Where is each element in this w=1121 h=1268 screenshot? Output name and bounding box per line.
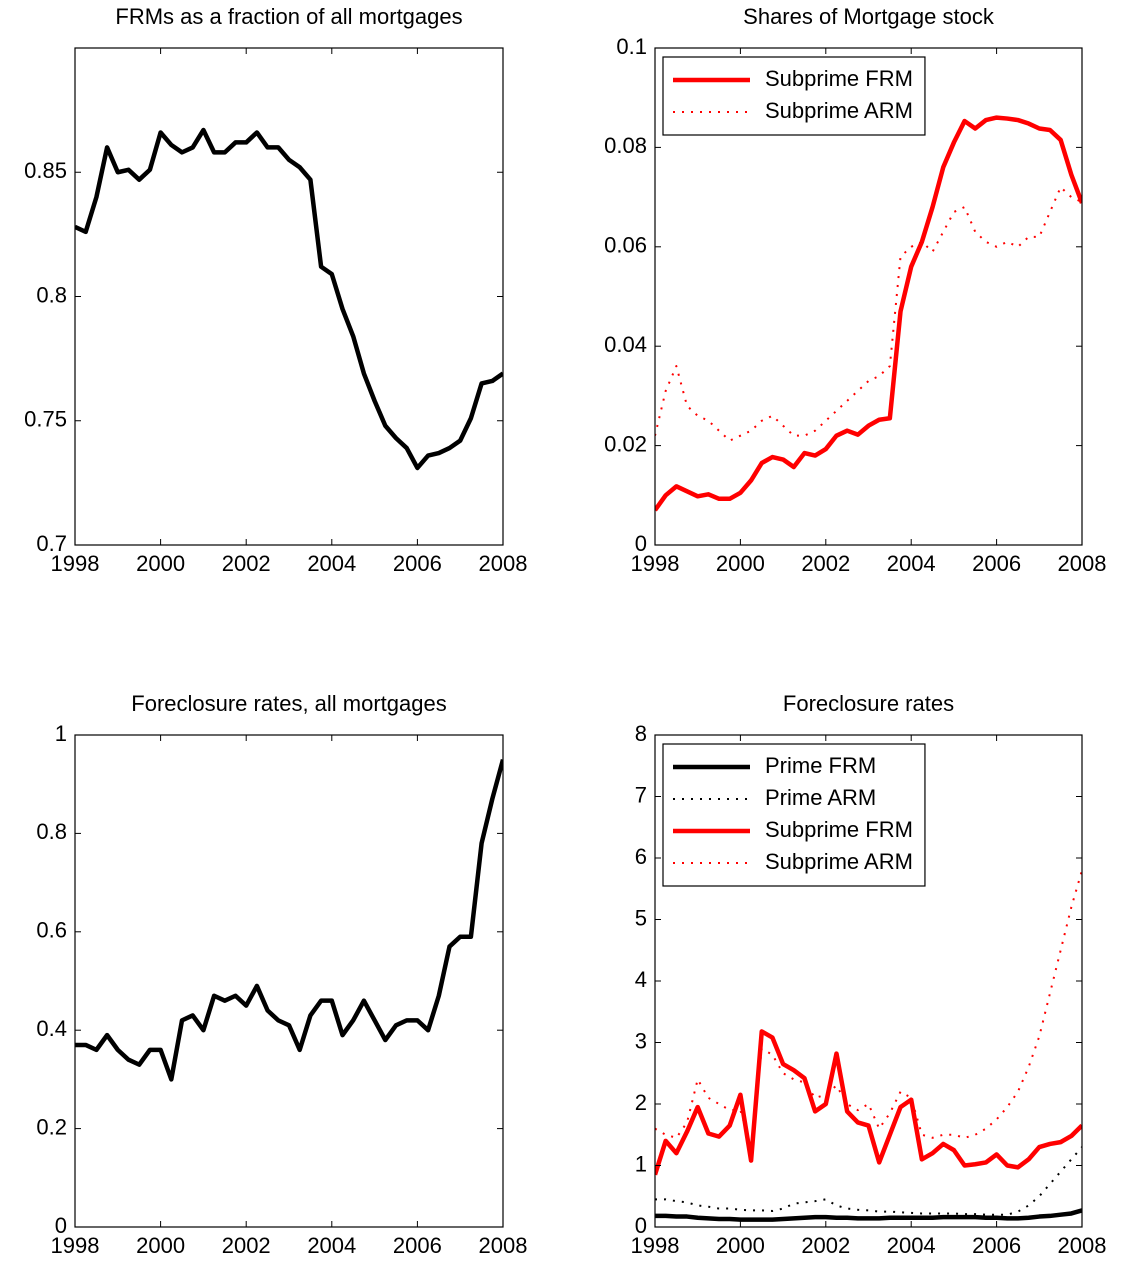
y-tick-label: 1 [55, 721, 67, 746]
y-tick-label: 0.8 [36, 282, 67, 307]
y-tick-label: 1 [635, 1151, 647, 1176]
legend-label: Subprime FRM [765, 66, 913, 91]
x-tick-label: 2004 [307, 551, 356, 576]
axes-frame [654, 47, 1083, 546]
y-tick-label: 0.04 [604, 332, 647, 357]
data-line [75, 759, 503, 1082]
legend: Subprime FRM Subprime ARM [662, 56, 926, 136]
legend-frame [662, 56, 926, 136]
x-tick-label: 2002 [801, 551, 850, 576]
y-tick-label: 6 [635, 844, 647, 869]
plot-area [75, 759, 503, 1082]
y-tick-label: 0.08 [604, 133, 647, 158]
y-tick-label: 0.1 [616, 34, 647, 59]
y-tick-label: 0.2 [36, 1114, 67, 1139]
y-tick-label: 0.7 [36, 531, 67, 556]
x-tick-label: 2008 [479, 551, 528, 576]
x-tick-label: 2000 [716, 1233, 765, 1258]
x-tick-label: 1998 [51, 551, 100, 576]
y-tick-label: 2 [635, 1090, 647, 1115]
y-tick-label: 0 [635, 1213, 647, 1238]
y-tick-label: 0.6 [36, 918, 67, 943]
legend-label: Prime FRM [765, 753, 876, 778]
x-tick-label: 2000 [136, 1233, 185, 1258]
legend-label: Subprime ARM [765, 849, 913, 874]
x-tick-label: 2004 [887, 551, 936, 576]
plot-area [655, 870, 1082, 1222]
data-line [655, 1146, 1082, 1216]
data-line [75, 127, 503, 471]
x-tick-label: 2008 [1058, 551, 1107, 576]
x-tick-label: 2006 [972, 1233, 1021, 1258]
x-tick-label: 2000 [716, 551, 765, 576]
chart-title: Foreclosure rates, all mortgages [131, 691, 446, 716]
y-tick-label: 8 [635, 721, 647, 746]
y-tick-label: 0.8 [36, 819, 67, 844]
x-tick-label: 2000 [136, 551, 185, 576]
x-tick-label: 2004 [887, 1233, 936, 1258]
x-tick-label: 2006 [393, 1233, 442, 1258]
x-tick-label: 2002 [222, 1233, 271, 1258]
axes-frame [74, 734, 504, 1228]
plot-area [655, 115, 1082, 512]
y-tick-label: 3 [635, 1028, 647, 1053]
data-line [655, 186, 1082, 442]
y-tick-label: 0.75 [24, 407, 67, 432]
y-tick-label: 5 [635, 905, 647, 930]
data-line [655, 1029, 1082, 1176]
x-tick-label: 2008 [479, 1233, 528, 1258]
legend-label: Subprime ARM [765, 98, 913, 123]
y-tick-label: 0.4 [36, 1016, 67, 1041]
legend-label: Subprime FRM [765, 817, 913, 842]
y-tick-label: 0 [55, 1213, 67, 1238]
chart-title: Foreclosure rates [783, 691, 954, 716]
x-tick-label: 1998 [631, 1233, 680, 1258]
data-line [655, 870, 1082, 1149]
y-tick-label: 0.06 [604, 233, 647, 258]
legend-label: Prime ARM [765, 785, 876, 810]
axes-frame [74, 47, 504, 546]
y-tick-label: 0.85 [24, 158, 67, 183]
y-tick-label: 0 [635, 531, 647, 556]
x-tick-label: 2002 [801, 1233, 850, 1258]
x-tick-label: 2004 [307, 1233, 356, 1258]
legend: Prime FRM Prime ARM Subprime FRM Subprime A… [662, 743, 926, 887]
plot-area [75, 127, 503, 471]
chart-title: FRMs as a fraction of all mortgages [115, 4, 462, 29]
x-tick-label: 2002 [222, 551, 271, 576]
x-tick-label: 2006 [393, 551, 442, 576]
x-tick-label: 1998 [51, 1233, 100, 1258]
y-tick-label: 7 [635, 782, 647, 807]
y-tick-label: 4 [635, 967, 647, 992]
chart-title: Shares of Mortgage stock [743, 4, 995, 29]
data-line [655, 115, 1082, 512]
x-tick-label: 1998 [631, 551, 680, 576]
data-line [655, 1208, 1082, 1222]
x-tick-label: 2008 [1058, 1233, 1107, 1258]
y-tick-label: 0.02 [604, 431, 647, 456]
x-tick-label: 2006 [972, 551, 1021, 576]
